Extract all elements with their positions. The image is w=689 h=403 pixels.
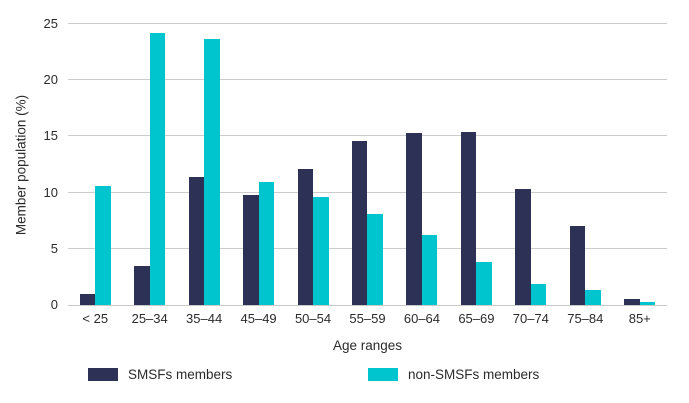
x-tick-label: 70–74 [512, 311, 549, 326]
bar [351, 140, 368, 305]
legend-item-nonsmsf: non-SMSFs members [368, 367, 539, 382]
bar [624, 299, 640, 305]
x-tick-label: 55–59 [349, 311, 386, 326]
y-tick-label: 15 [43, 128, 58, 144]
bar [79, 293, 96, 305]
legend-label-smsf: SMSFs members [128, 367, 233, 382]
bar [258, 182, 275, 305]
plot-area [68, 23, 667, 306]
bar-group [558, 24, 612, 305]
bar-group [504, 24, 558, 305]
bar-group [122, 24, 176, 305]
y-tick-label: 20 [43, 72, 58, 88]
gridline [68, 191, 667, 193]
bar [149, 33, 166, 305]
y-axis-title: Member population (%) [13, 94, 29, 236]
legend-swatch-smsf [88, 368, 118, 381]
bar [569, 226, 586, 305]
x-axis-ticks: < 25 25–34 35–44 45–49 50–54 55–59 60–64 65–69 7… [68, 311, 667, 326]
gridline [68, 23, 667, 24]
y-tick-label: 25 [43, 16, 58, 31]
legend-label-nonsmsf: non-SMSFs members [408, 367, 540, 382]
bar [476, 262, 492, 305]
bar [367, 213, 383, 305]
bar [421, 235, 438, 305]
bar [530, 283, 547, 305]
legend-swatch-nonsmsf [368, 368, 398, 381]
bar [406, 133, 422, 305]
y-tick-label: 5 [50, 240, 58, 256]
bar-group [613, 24, 667, 305]
bar [297, 169, 314, 305]
legend-item-smsf: SMSFs members [88, 367, 232, 382]
gridline [68, 135, 667, 137]
bar-group [449, 24, 503, 305]
bar [134, 265, 150, 305]
bar [460, 131, 477, 305]
bar [585, 290, 601, 305]
bar [188, 176, 205, 305]
x-tick-label: 45–49 [240, 311, 277, 326]
x-tick-label: 35–44 [186, 311, 223, 326]
x-tick-label: 75–84 [567, 311, 604, 326]
gridline [68, 79, 667, 81]
x-tick-label: 85+ [628, 311, 651, 326]
x-tick-label: 50–54 [294, 311, 332, 326]
bar [313, 197, 329, 305]
bar-group [231, 24, 285, 305]
x-axis-title: Age ranges [332, 338, 403, 353]
bar-group [286, 24, 340, 305]
bar-group [68, 24, 122, 305]
bar-group [340, 24, 394, 305]
bar-group [395, 24, 449, 305]
bar [95, 185, 111, 305]
x-tick-label: 60–64 [403, 311, 441, 326]
x-tick-label: < 25 [82, 311, 109, 326]
bar [515, 189, 531, 305]
bar [243, 194, 259, 305]
y-tick-label: 10 [43, 184, 58, 200]
y-tick-label: 0 [50, 297, 58, 312]
x-tick-label: 65–69 [458, 311, 495, 326]
x-tick-label: 25–34 [131, 311, 168, 326]
bar [204, 38, 220, 305]
bar [639, 301, 656, 305]
bar-group [177, 24, 231, 305]
